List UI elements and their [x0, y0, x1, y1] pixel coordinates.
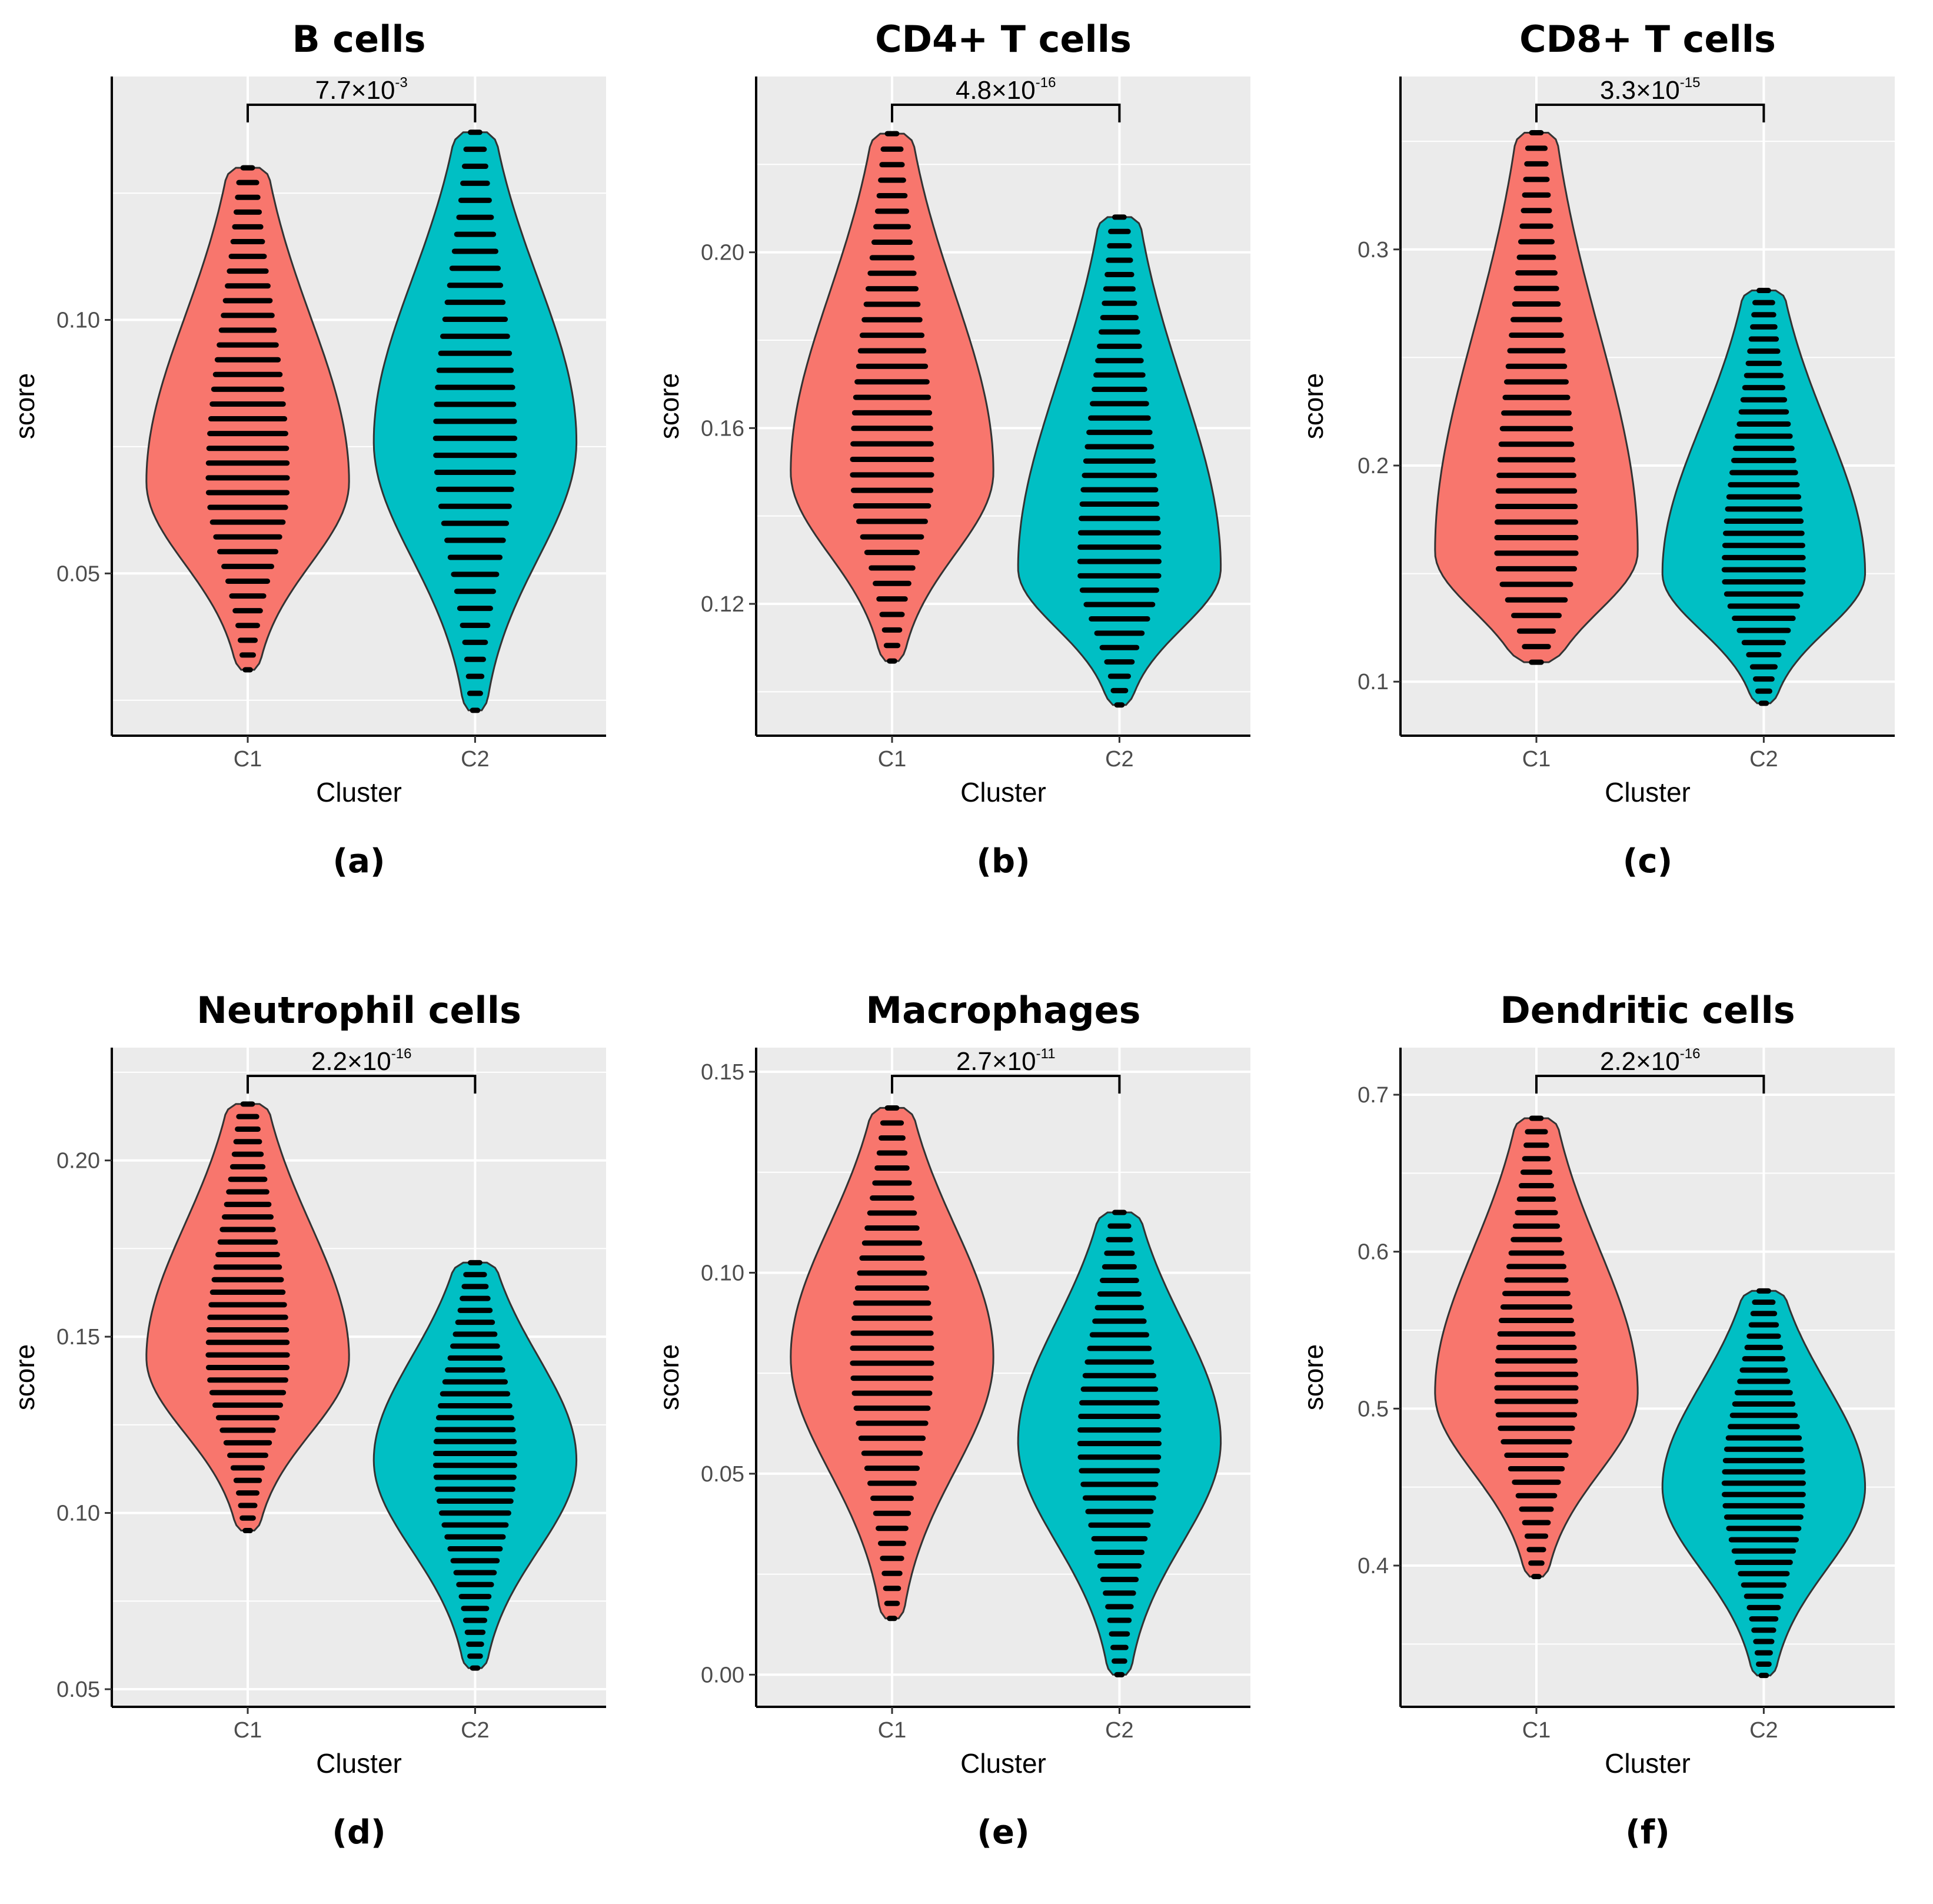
x-tick-label: C1: [234, 1718, 262, 1743]
y-tick-label: 0.15: [701, 1060, 744, 1085]
p-value-exponent: -3: [395, 75, 407, 91]
p-value-exponent: -16: [1036, 75, 1056, 91]
y-axis-title: score: [654, 1344, 684, 1410]
x-axis-title: Cluster: [960, 1748, 1046, 1779]
subfigure-label: (c): [1623, 842, 1672, 880]
y-axis-title: score: [1298, 373, 1329, 439]
x-tick-label: C2: [1105, 747, 1134, 772]
significance-bracket: [1535, 1075, 1765, 1094]
y-tick-label: 0.5: [1358, 1397, 1389, 1421]
x-axis-title: Cluster: [1605, 777, 1691, 808]
x-axis-title: Cluster: [316, 777, 402, 808]
chart-title: CD8+ T cells: [1519, 18, 1776, 61]
significance-bracket: [891, 1075, 1121, 1094]
p-value-mantissa: 3.3×10: [1600, 76, 1680, 105]
violin-chart: Dendritic cells 2.2×10-16 0.4 0.5 0.6 0.7 C1 C2…: [1298, 989, 1895, 1852]
y-tick-label: 0.16: [701, 416, 744, 441]
y-tick-label: 0.10: [56, 308, 100, 333]
y-tick-label: 0.20: [56, 1149, 100, 1174]
x-tick-label: C1: [878, 1718, 907, 1743]
y-tick-label: 0.00: [701, 1663, 744, 1687]
y-axis-title: score: [9, 373, 40, 439]
chart-title: CD4+ T cells: [875, 18, 1132, 61]
p-value-exponent: -15: [1680, 75, 1701, 91]
violin-chart: B cells 7.7×10-3 0.05 0.10 C1 C2 Cluster score (…: [9, 18, 606, 880]
p-value-label: 2.7×10-11: [956, 1046, 1056, 1076]
chart-panel: Neutrophil cells 2.2×10-16 0.05 0.10 0.15 0.2…: [0, 971, 644, 1904]
y-tick-label: 0.05: [701, 1462, 744, 1487]
y-axis-title: score: [9, 1344, 40, 1410]
x-tick-label: C2: [1105, 1718, 1134, 1743]
subfigure-label: (f): [1625, 1813, 1670, 1852]
chart-panel: Dendritic cells 2.2×10-16 0.4 0.5 0.6 0.7 C1 C2…: [1289, 971, 1933, 1904]
significance-bracket: [891, 104, 1121, 122]
y-tick-label: 0.4: [1358, 1554, 1389, 1579]
chart-panel: B cells 7.7×10-3 0.05 0.10 C1 C2 Cluster score (…: [0, 0, 644, 933]
p-value-mantissa: 4.8×10: [956, 76, 1036, 105]
p-value-mantissa: 2.7×10: [956, 1047, 1036, 1076]
chart-title: Macrophages: [866, 989, 1140, 1032]
x-tick-label: C2: [461, 747, 490, 772]
subfigure-label: (e): [977, 1813, 1029, 1852]
p-value-exponent: -16: [1680, 1046, 1701, 1062]
subfigure-label: (a): [333, 842, 385, 880]
significance-bracket: [1535, 104, 1765, 122]
y-tick-label: 0.12: [701, 592, 744, 617]
x-axis-title: Cluster: [960, 777, 1046, 808]
p-value-label: 2.2×10-16: [311, 1046, 412, 1076]
subfigure-label: (b): [976, 842, 1030, 880]
violin-chart: Macrophages 2.7×10-11 0.00 0.05 0.10 0.15 C1 C2…: [654, 989, 1250, 1852]
y-tick-label: 0.10: [56, 1501, 100, 1526]
y-tick-label: 0.10: [701, 1261, 744, 1285]
violin-chart: CD8+ T cells 3.3×10-15 0.1 0.2 0.3 C1 C2 Cluste…: [1298, 18, 1895, 880]
chart-title: B cells: [292, 18, 425, 61]
x-axis-title: Cluster: [1605, 1748, 1691, 1779]
x-tick-label: C2: [461, 1718, 490, 1743]
x-tick-label: C1: [1522, 1718, 1551, 1743]
x-tick-label: C2: [1749, 1718, 1778, 1743]
x-tick-label: C1: [1522, 747, 1551, 772]
y-axis-title: score: [1298, 1344, 1329, 1410]
y-tick-label: 0.15: [56, 1325, 100, 1350]
y-tick-label: 0.05: [56, 1677, 100, 1702]
y-tick-label: 0.2: [1358, 454, 1389, 479]
p-value-label: 2.2×10-16: [1600, 1046, 1701, 1076]
subfigure-label: (d): [332, 1813, 385, 1852]
chart-title: Neutrophil cells: [197, 989, 521, 1032]
y-tick-label: 0.3: [1358, 238, 1389, 262]
chart-panel: CD4+ T cells 4.8×10-16 0.12 0.16 0.20 C1 C2 Clu…: [644, 0, 1289, 933]
chart-panel: CD8+ T cells 3.3×10-15 0.1 0.2 0.3 C1 C2 Cluste…: [1289, 0, 1933, 933]
p-value-label: 4.8×10-16: [956, 75, 1056, 105]
significance-bracket: [247, 1075, 477, 1094]
p-value-mantissa: 7.7×10: [315, 76, 395, 105]
x-tick-label: C2: [1749, 747, 1778, 772]
p-value-label: 3.3×10-15: [1600, 75, 1701, 105]
violin-chart: CD4+ T cells 4.8×10-16 0.12 0.16 0.20 C1 C2 Clu…: [654, 18, 1250, 880]
p-value-label: 7.7×10-3: [315, 75, 408, 105]
y-tick-label: 0.6: [1358, 1240, 1389, 1265]
y-tick-label: 0.7: [1358, 1083, 1389, 1108]
y-tick-label: 0.20: [701, 241, 744, 265]
p-value-exponent: -16: [391, 1046, 412, 1062]
chart-panel: Macrophages 2.7×10-11 0.00 0.05 0.10 0.15 C1 C2…: [644, 971, 1289, 1904]
p-value-mantissa: 2.2×10: [311, 1047, 391, 1076]
y-axis-title: score: [654, 373, 684, 439]
x-axis-title: Cluster: [316, 1748, 402, 1779]
y-tick-label: 0.1: [1358, 670, 1389, 695]
significance-bracket: [247, 104, 477, 122]
violin-chart: Neutrophil cells 2.2×10-16 0.05 0.10 0.15 0.2…: [9, 989, 606, 1852]
x-tick-label: C1: [234, 747, 262, 772]
p-value-mantissa: 2.2×10: [1600, 1047, 1680, 1076]
y-tick-label: 0.05: [56, 561, 100, 586]
x-tick-label: C1: [878, 747, 907, 772]
p-value-exponent: -11: [1036, 1046, 1056, 1062]
chart-title: Dendritic cells: [1500, 989, 1795, 1032]
